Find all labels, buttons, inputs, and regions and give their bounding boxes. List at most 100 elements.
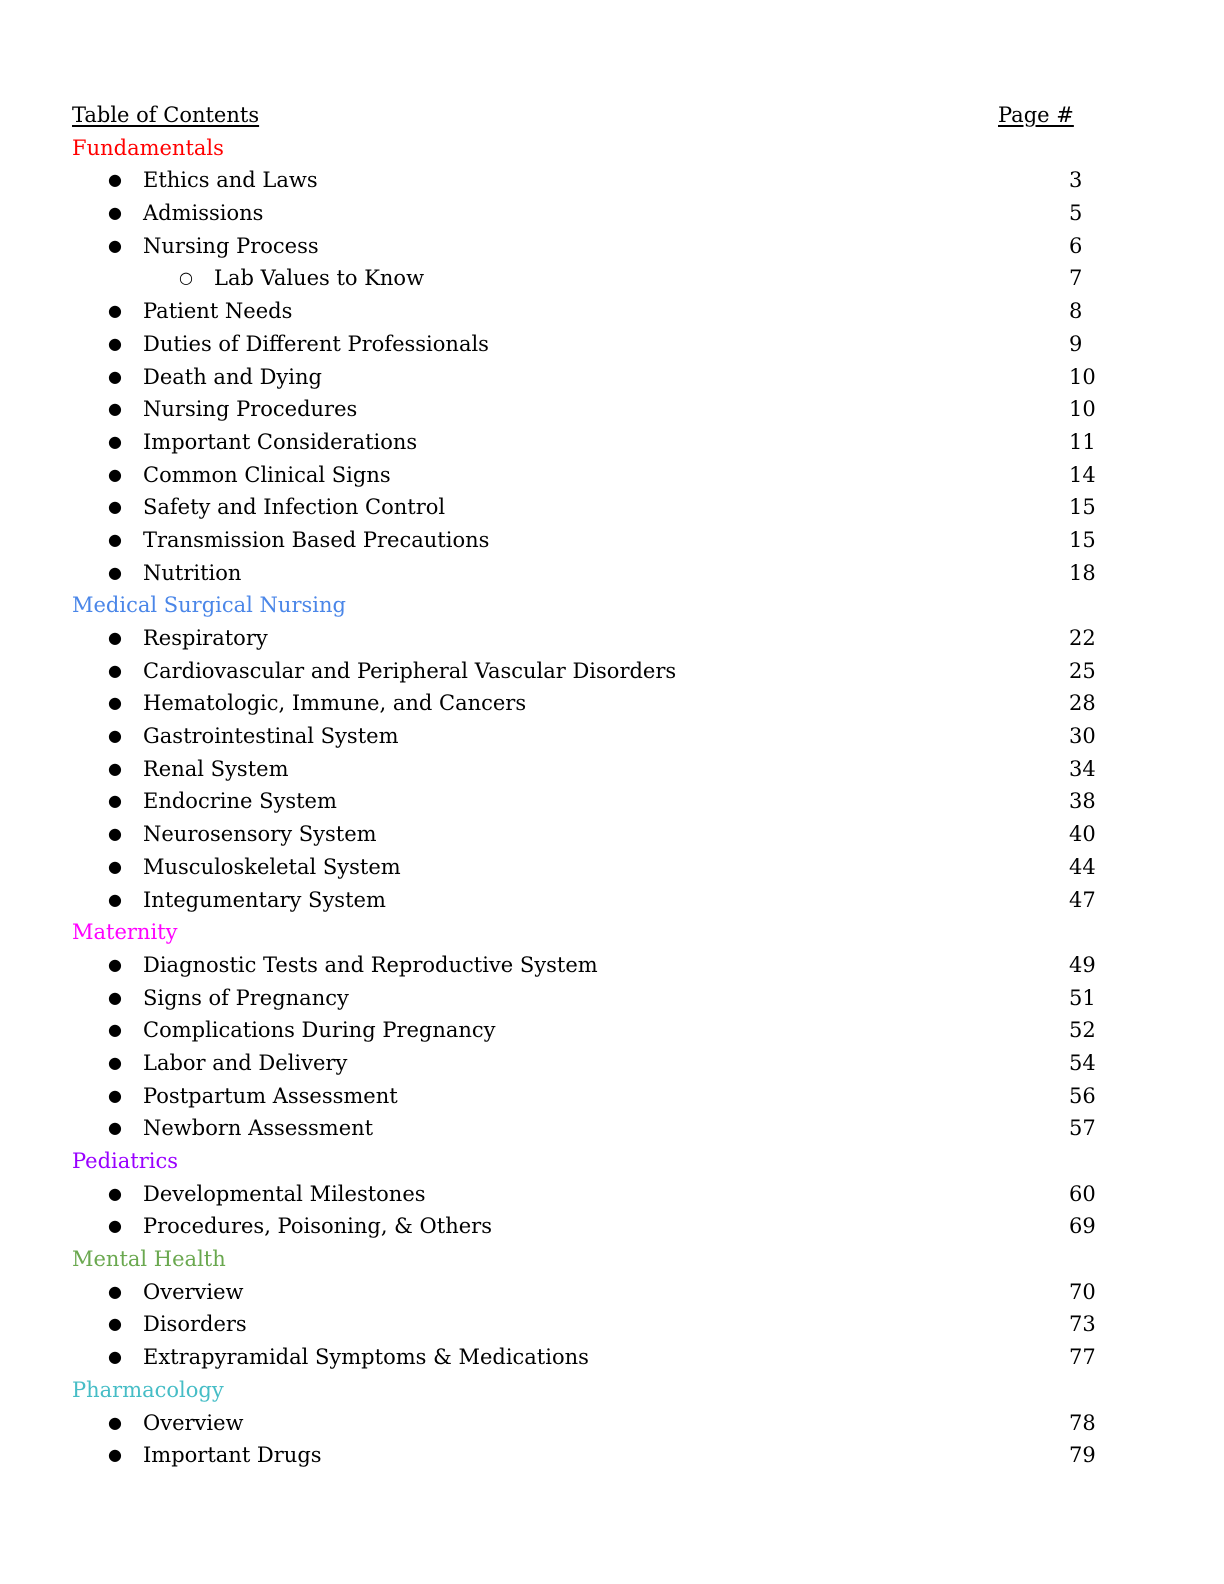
entry-page-number: 14: [1069, 462, 1096, 487]
bullet-icon: ●: [108, 889, 122, 909]
entry-page-number: 30: [1069, 724, 1096, 749]
entry-page-number: 40: [1069, 822, 1096, 847]
bullet-icon: ●: [108, 529, 122, 549]
entry-label: Ethics and Laws: [143, 168, 318, 193]
entry-label: Signs of Pregnancy: [143, 985, 349, 1010]
entry-page-number: 10: [1069, 364, 1096, 389]
entry-page-number: 22: [1069, 626, 1096, 650]
toc-entry: ● Respiratory 22: [72, 622, 1132, 655]
toc-entry: ● Admissions 5: [72, 197, 1132, 230]
entry-label: Complications During Pregnancy: [143, 1018, 496, 1043]
toc-header: Table of Contents Page #: [72, 99, 1132, 132]
entry-label: Hematologic, Immune, and Cancers: [143, 691, 527, 716]
bullet-icon: ●: [108, 758, 122, 778]
bullet-icon: ●: [108, 497, 122, 517]
entry-page-number: 79: [1069, 1443, 1096, 1468]
toc-entry: ○ Lab Values to Know 7: [72, 262, 1132, 295]
toc-entry: ● Extrapyramidal Symptoms & Medications 77: [72, 1341, 1132, 1374]
bullet-icon: ●: [108, 203, 122, 223]
bullet-icon: ●: [108, 1347, 122, 1367]
entry-page-number: 54: [1069, 1050, 1096, 1075]
entry-label: Transmission Based Precautions: [143, 527, 490, 552]
entry-page-number: 3: [1069, 168, 1083, 193]
entry-label: Overview: [143, 1410, 244, 1435]
toc-entry: ● Developmental Milestones 60: [72, 1178, 1132, 1211]
entry-label: Integumentary System: [143, 887, 386, 912]
entry-page-number: 15: [1069, 527, 1096, 552]
toc-entry: ● Renal System 34: [72, 753, 1132, 786]
entry-label: Renal System: [143, 756, 289, 781]
entry-label: Overview: [143, 1279, 244, 1304]
bullet-icon: ●: [108, 856, 122, 876]
toc-entry: ● Gastrointestinal System 30: [72, 720, 1132, 753]
section-heading: Medical Surgical Nursing: [72, 593, 346, 618]
entry-label: Important Drugs: [143, 1443, 322, 1468]
toc-entry: ● Overview 78: [72, 1407, 1132, 1440]
toc-entry: ● Overview 70: [72, 1276, 1132, 1309]
toc-entry: ● Disorders 73: [72, 1308, 1132, 1341]
bullet-icon: ●: [108, 431, 122, 451]
section-heading: Fundamentals: [72, 135, 224, 160]
toc-entry: ● Procedures, Poisoning, & Others 69: [72, 1210, 1132, 1243]
entry-page-number: 7: [1069, 266, 1083, 291]
bullet-icon: ●: [108, 628, 122, 647]
entry-label: Cardiovascular and Peripheral Vascular D…: [143, 658, 677, 683]
entry-label: Important Considerations: [143, 429, 418, 454]
entry-page-number: 52: [1069, 1018, 1096, 1043]
entry-page-number: 49: [1069, 952, 1096, 977]
toc-entry: ● Newborn Assessment 57: [72, 1112, 1132, 1145]
entry-page-number: 25: [1069, 658, 1096, 683]
entry-label: Labor and Delivery: [143, 1050, 348, 1075]
bullet-icon: ●: [108, 562, 122, 582]
entry-page-number: 47: [1069, 887, 1096, 912]
entry-page-number: 5: [1069, 201, 1083, 226]
toc-entry: ● Patient Needs 8: [72, 295, 1132, 328]
entry-page-number: 44: [1069, 854, 1096, 879]
entry-label: Lab Values to Know: [214, 266, 425, 291]
toc-title: Table of Contents: [72, 103, 260, 127]
entry-page-number: 56: [1069, 1083, 1096, 1108]
entry-page-number: 6: [1069, 233, 1083, 258]
entry-page-number: 73: [1069, 1312, 1096, 1337]
entry-label: Admissions: [143, 201, 264, 226]
entry-page-number: 34: [1069, 756, 1096, 781]
entry-label: Respiratory: [143, 626, 268, 650]
entry-page-number: 38: [1069, 789, 1096, 814]
entry-page-number: 15: [1069, 495, 1096, 520]
page-column-header: Page #: [998, 103, 1074, 127]
bullet-icon: ●: [108, 1085, 122, 1105]
entry-page-number: 60: [1069, 1181, 1096, 1206]
toc-entry: ● Ethics and Laws 3: [72, 164, 1132, 197]
bullet-icon: ●: [108, 1445, 122, 1465]
bullet-icon: ●: [108, 693, 122, 713]
toc-entry: ● Diagnostic Tests and Reproductive Syste…: [72, 949, 1132, 982]
entry-label: Common Clinical Signs: [143, 462, 391, 487]
toc-entry: ● Cardiovascular and Peripheral Vascular …: [72, 655, 1132, 688]
toc-entry: ● Neurosensory System 40: [72, 818, 1132, 851]
toc-entry: ● Labor and Delivery 54: [72, 1047, 1132, 1080]
section-heading: Maternity: [72, 920, 178, 945]
table-of-contents: Table of Contents Page # Fundamentals ● Et…: [72, 99, 1132, 1472]
entry-page-number: 11: [1069, 429, 1096, 454]
entry-label: Postpartum Assessment: [143, 1083, 398, 1108]
toc-entry: ● Hematologic, Immune, and Cancers 28: [72, 687, 1132, 720]
toc-entry: ● Complications During Pregnancy 52: [72, 1014, 1132, 1047]
entry-page-number: 70: [1069, 1279, 1096, 1304]
entry-label: Endocrine System: [143, 789, 337, 814]
bullet-icon: ●: [108, 1052, 122, 1072]
entry-page-number: 57: [1069, 1116, 1096, 1141]
bullet-icon: ●: [108, 301, 122, 321]
bullet-icon: ●: [108, 726, 122, 746]
toc-entry: ● Postpartum Assessment 56: [72, 1080, 1132, 1113]
toc-entry: ● Nutrition 18: [72, 557, 1132, 590]
entry-page-number: 8: [1069, 299, 1083, 324]
hollow-bullet-icon: ○: [179, 268, 193, 288]
entry-label: Safety and Infection Control: [143, 495, 446, 520]
bullet-icon: ●: [108, 791, 122, 811]
bullet-icon: ●: [108, 1216, 122, 1236]
toc-entry: ● Important Drugs 79: [72, 1439, 1132, 1472]
entry-label: Death and Dying: [143, 364, 322, 389]
entry-label: Nursing Process: [143, 233, 319, 258]
entry-page-number: 9: [1069, 331, 1083, 356]
entry-label: Newborn Assessment: [143, 1116, 374, 1141]
